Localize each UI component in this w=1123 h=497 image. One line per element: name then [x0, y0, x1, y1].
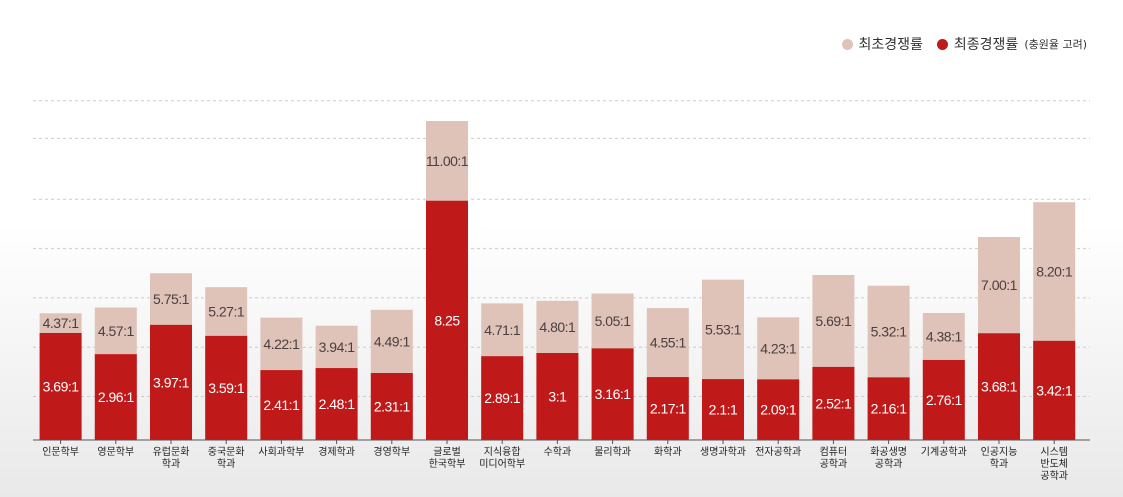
label-first-18: 8.20:1	[1036, 264, 1073, 280]
bar-final-8	[481, 356, 524, 440]
x-tick-label-7-1: 한국학부	[429, 458, 466, 470]
legend-item-final: 최종경쟁률 (충원율 고려)	[936, 34, 1087, 54]
bar-final-16	[922, 359, 965, 440]
chart-legend: 최초경쟁률 최종경쟁률 (충원율 고려)	[841, 34, 1087, 54]
label-first-7: 11.00:1	[426, 153, 469, 169]
label-first-6: 4.49:1	[374, 333, 411, 349]
bar-final-7	[426, 200, 468, 440]
label-first-8: 4.71:1	[484, 322, 521, 338]
x-tick-label-2-1: 학과	[162, 458, 180, 470]
label-final-17: 3.68:1	[981, 379, 1018, 395]
label-final-2: 3.97:1	[153, 374, 190, 390]
x-tick-label-11-0: 화학과	[654, 446, 682, 458]
label-first-0: 4.37:1	[43, 315, 80, 331]
label-final-11: 2.17:1	[650, 401, 687, 417]
label-first-5: 3.94:1	[319, 339, 356, 355]
label-first-2: 5.75:1	[153, 291, 190, 307]
bar-final-1	[94, 354, 137, 440]
x-tick-label-15-0: 화공생명	[870, 446, 907, 458]
legend-swatch-final	[936, 38, 948, 50]
label-final-15: 2.16:1	[871, 401, 908, 417]
label-final-10: 3.16:1	[595, 386, 632, 402]
label-final-12: 2.1:1	[709, 402, 738, 418]
legend-swatch-first	[841, 38, 853, 50]
label-first-9: 4.80:1	[539, 319, 576, 335]
label-final-7: 8.25	[434, 312, 460, 328]
bar-final-10	[591, 348, 634, 440]
label-first-11: 4.55:1	[650, 335, 687, 351]
x-tick-label-7-0: 글로벌	[433, 446, 461, 458]
label-final-6: 2.31:1	[374, 399, 411, 415]
bar-final-14	[812, 366, 855, 440]
label-final-14: 2.52:1	[815, 395, 852, 411]
x-tick-label-15-1: 공학과	[875, 458, 903, 470]
label-final-3: 3.59:1	[208, 380, 245, 396]
label-first-15: 5.32:1	[871, 324, 908, 340]
legend-note-final: (충원율 고려)	[1024, 38, 1087, 51]
label-first-17: 7.00:1	[981, 277, 1018, 293]
bar-final-15	[867, 377, 910, 440]
x-tick-label-14-0: 컴퓨터	[820, 446, 848, 458]
x-tick-label-2-0: 유럽문화	[153, 446, 190, 458]
x-tick-label-17-0: 인공지능	[981, 446, 1018, 458]
x-tick-label-0-0: 인문학부	[42, 446, 79, 458]
label-final-4: 2.41:1	[263, 397, 300, 413]
x-tick-label-6-0: 경영학부	[373, 445, 410, 458]
bar-final-17	[978, 333, 1020, 440]
bar-final-6	[370, 373, 413, 440]
x-tick-label-10-0: 물리학과	[594, 446, 631, 458]
label-first-13: 4.23:1	[760, 340, 797, 356]
x-tick-label-5-0: 경제학과	[318, 445, 355, 458]
label-final-18: 3.42:1	[1036, 382, 1073, 398]
legend-label-first: 최초경쟁률	[858, 37, 923, 53]
x-tick-label-18-2: 공학과	[1040, 470, 1068, 482]
label-final-8: 2.89:1	[484, 390, 521, 406]
label-final-1: 2.96:1	[98, 389, 135, 405]
bar-final-2	[150, 324, 192, 440]
x-tick-label-9-0: 수학과	[544, 446, 572, 458]
legend-item-first: 최초경쟁률	[841, 34, 923, 54]
x-tick-label-4-0: 사회과학부	[258, 446, 304, 458]
x-tick-label-13-0: 전자공학과	[755, 446, 801, 458]
x-tick-label-1-0: 영문학부	[97, 446, 134, 458]
label-first-16: 4.38:1	[926, 328, 963, 344]
bar-final-3	[205, 335, 248, 440]
x-tick-label-14-1: 공학과	[820, 458, 848, 470]
x-tick-label-18-0: 시스템	[1040, 446, 1068, 458]
label-final-13: 2.09:1	[760, 402, 797, 418]
x-tick-label-8-1: 미디어학부	[479, 458, 525, 470]
label-first-14: 5.69:1	[815, 313, 852, 329]
label-first-1: 4.57:1	[98, 323, 135, 339]
bar-final-13	[757, 379, 800, 440]
label-first-12: 5.53:1	[705, 321, 742, 337]
bar-final-18	[1033, 340, 1076, 440]
label-final-5: 2.48:1	[319, 396, 356, 412]
x-tick-label-3-1: 학과	[217, 458, 235, 470]
x-tick-label-16-0: 기계공학과	[921, 446, 967, 458]
x-tick-label-18-1: 반도체	[1040, 458, 1068, 470]
label-final-0: 3.69:1	[43, 378, 80, 394]
label-final-9: 3:1	[548, 389, 567, 405]
label-first-3: 5.27:1	[208, 304, 245, 320]
bar-final-11	[646, 377, 689, 440]
x-tick-label-3-0: 중국문화	[208, 446, 245, 458]
label-first-10: 5.05:1	[595, 313, 632, 329]
x-tick-label-12-0: 생명과학과	[700, 446, 746, 458]
legend-label-final: 최종경쟁률	[953, 37, 1019, 53]
x-tick-label-8-0: 지식융합	[484, 446, 521, 458]
label-final-16: 2.76:1	[926, 392, 963, 408]
x-tick-label-17-1: 학과	[990, 458, 1008, 470]
label-first-4: 4.22:1	[263, 336, 300, 352]
bar-final-0	[39, 332, 82, 440]
bar-final-5	[315, 368, 358, 440]
bar-final-12	[702, 379, 744, 440]
bars: 4.37:1 3.69:1 4.57:1 2.96:1 5.75:1 3.97:1 5.27…	[39, 121, 1076, 440]
bar-final-4	[260, 370, 303, 440]
bar-final-9	[536, 353, 579, 440]
